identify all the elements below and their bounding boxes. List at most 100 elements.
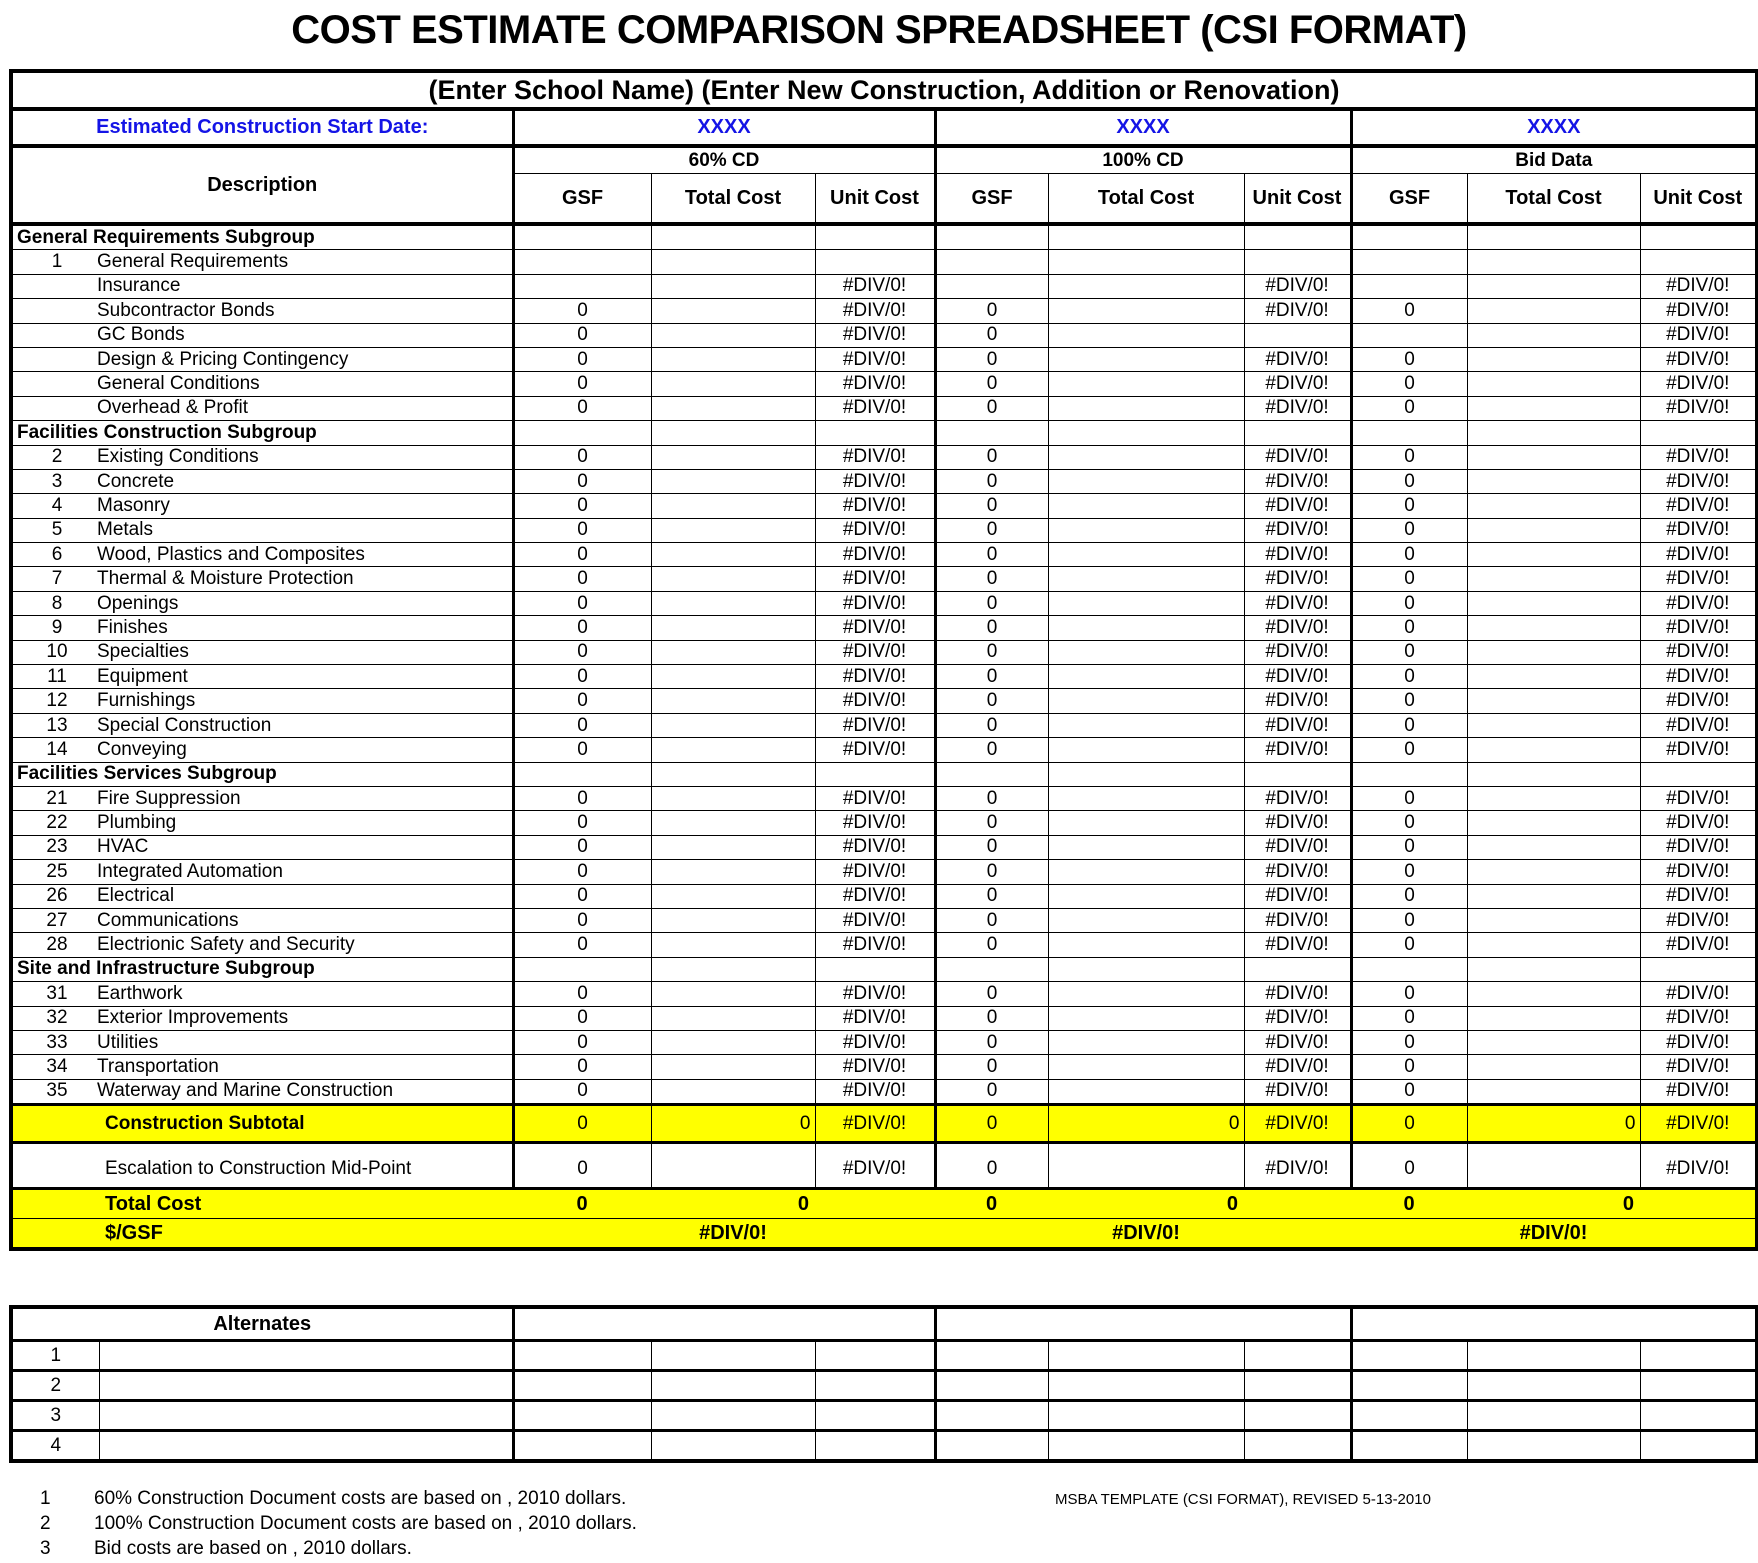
cell-total-cost-100cd[interactable]	[1047, 712, 1245, 739]
alternate-cell-unit-cost-bid[interactable]	[1639, 1400, 1758, 1432]
cell-unit-cost-bid[interactable]: #DIV/0!	[1639, 517, 1758, 544]
cell-unit-cost-60cd[interactable]: #DIV/0!	[814, 517, 937, 544]
empty-cell[interactable]	[1047, 761, 1245, 787]
start-date-bid[interactable]: XXXX	[1350, 108, 1758, 148]
empty-cell[interactable]	[1047, 956, 1245, 983]
empty-cell[interactable]	[814, 223, 937, 251]
cell-unit-cost-100cd[interactable]	[1243, 249, 1353, 275]
cell-gsf-100cd[interactable]: 0	[934, 932, 1049, 958]
cell-total-cost-100cd[interactable]: 0	[1047, 1103, 1245, 1145]
cell-total-cost-60cd[interactable]	[650, 371, 816, 397]
cell-gsf-bid[interactable]	[1350, 249, 1468, 275]
cell-unit-cost-100cd[interactable]: #DIV/0!	[1243, 615, 1353, 641]
cell-total-cost-60cd[interactable]	[650, 932, 816, 958]
cell-total-cost-100cd[interactable]	[1047, 1029, 1245, 1056]
cell-gsf-100cd[interactable]: 0	[934, 346, 1049, 373]
cell-gsf-60cd[interactable]: 0	[512, 810, 652, 836]
alternate-cell-gsf-100cd[interactable]	[934, 1430, 1049, 1463]
cell-total-cost-100cd[interactable]	[1047, 1142, 1245, 1190]
cell-unit-cost-100cd[interactable]: #DIV/0!	[1243, 907, 1353, 934]
cell-total-cost-100cd[interactable]	[1047, 688, 1245, 714]
cell-total-cost-bid[interactable]	[1466, 249, 1641, 275]
cell-total-cost-100cd[interactable]	[1047, 395, 1245, 422]
cell-total-cost-100cd[interactable]	[1047, 883, 1245, 909]
cell-total-cost-60cd[interactable]	[650, 810, 816, 836]
cell-unit-cost-60cd[interactable]: #DIV/0!	[814, 1142, 937, 1190]
cell-unit-cost-60cd[interactable]: #DIV/0!	[814, 883, 937, 909]
cell-gsf-60cd[interactable]: 0	[512, 322, 652, 348]
empty-cell[interactable]	[1047, 223, 1245, 251]
cell-unit-cost-bid[interactable]: #DIV/0!	[1639, 810, 1758, 836]
cell-total-cost-60cd[interactable]	[650, 859, 816, 885]
cell-unit-cost-bid[interactable]: #DIV/0!	[1639, 468, 1758, 495]
cell-gsf-bid[interactable]: 0	[1350, 468, 1468, 495]
cell-unit-cost-100cd[interactable]: #DIV/0!	[1243, 1142, 1353, 1190]
cell-unit-cost-bid[interactable]: #DIV/0!	[1639, 444, 1758, 470]
cell-gsf-100cd[interactable]: 0	[934, 664, 1049, 690]
cell-total-cost-100cd[interactable]	[1047, 444, 1245, 470]
cell-total-cost-bid[interactable]	[1466, 1054, 1641, 1080]
cell-unit-cost-100cd[interactable]: #DIV/0!	[1243, 1078, 1353, 1106]
empty-cell[interactable]	[512, 223, 652, 251]
cell-gsf-100cd[interactable]: 0	[934, 444, 1049, 470]
cell-total-cost-bid[interactable]	[1466, 810, 1641, 836]
cell-total-cost-bid[interactable]	[1466, 468, 1641, 495]
cell-gsf-bid[interactable]: 0	[1350, 639, 1468, 666]
cell-gsf-100cd[interactable]: 0	[934, 1029, 1049, 1056]
cell-gsf-bid[interactable]: 0	[1350, 346, 1468, 373]
cell-gsf-100cd[interactable]: 0	[934, 639, 1049, 666]
cell-gsf-100cd[interactable]: 0	[934, 981, 1049, 1007]
alternate-cell-total-cost-100cd[interactable]	[1047, 1340, 1245, 1372]
cell-total-cost-60cd[interactable]	[650, 444, 816, 470]
cell-unit-cost-bid[interactable]: #DIV/0!	[1639, 883, 1758, 909]
cell-unit-cost-bid[interactable]: #DIV/0!	[1639, 1103, 1758, 1145]
cell-total-cost-100cd[interactable]	[1047, 1054, 1245, 1080]
empty-cell[interactable]	[814, 420, 937, 446]
cell-total-cost-100cd[interactable]	[1047, 834, 1245, 861]
cell-gsf-100cd[interactable]: 0	[934, 1142, 1049, 1190]
cell-unit-cost-60cd[interactable]: #DIV/0!	[814, 981, 937, 1007]
cell-total-cost-100cd[interactable]	[1047, 468, 1245, 495]
cell-total-cost-bid[interactable]	[1466, 298, 1641, 324]
empty-cell[interactable]	[512, 761, 652, 787]
alternate-cell-unit-cost-bid[interactable]	[1639, 1370, 1758, 1402]
cell-unit-cost-bid[interactable]: #DIV/0!	[1639, 566, 1758, 592]
cell-unit-cost-60cd[interactable]: #DIV/0!	[814, 1078, 937, 1106]
cell-gsf-bid[interactable]: 0	[1350, 737, 1468, 763]
cell-gsf-bid[interactable]: 0	[1350, 493, 1468, 519]
cell-unit-cost-100cd[interactable]	[1243, 322, 1353, 348]
cell-gsf-60cd[interactable]: 0	[512, 566, 652, 592]
cell-total-cost-bid[interactable]	[1466, 346, 1641, 373]
cell-unit-cost-bid[interactable]: #DIV/0!	[1639, 981, 1758, 1007]
cell-unit-cost-bid[interactable]: #DIV/0!	[1639, 590, 1758, 617]
alternate-cell-gsf-bid[interactable]	[1350, 1400, 1468, 1432]
cell-total-cost-100cd[interactable]	[1047, 322, 1245, 348]
cell-total-cost-bid[interactable]	[1466, 859, 1641, 885]
cell-total-cost-bid[interactable]	[1466, 566, 1641, 592]
cell-unit-cost-bid[interactable]: #DIV/0!	[1639, 737, 1758, 763]
cell-unit-cost-100cd[interactable]: #DIV/0!	[1243, 1103, 1353, 1145]
cell-gsf-60cd[interactable]	[512, 273, 652, 300]
cell-gsf-100cd[interactable]: 0	[934, 712, 1049, 739]
cell-total-cost-100cd[interactable]	[1047, 785, 1245, 812]
cell-gsf-100cd[interactable]: 0	[934, 810, 1049, 836]
cell-gsf-bid[interactable]: 0	[1350, 1078, 1468, 1106]
empty-cell[interactable]	[934, 956, 1049, 983]
cell-total-cost-60cd[interactable]	[650, 493, 816, 519]
cell-unit-cost-100cd[interactable]: #DIV/0!	[1243, 834, 1353, 861]
alternate-cell-gsf-100cd[interactable]	[934, 1400, 1049, 1432]
cell-total-cost-100cd[interactable]	[1047, 907, 1245, 934]
alternate-cell-total-cost-60cd[interactable]	[650, 1370, 816, 1402]
cell-total-cost-100cd[interactable]	[1047, 615, 1245, 641]
cell-gsf-bid[interactable]: 0	[1350, 785, 1468, 812]
empty-cell[interactable]	[1639, 223, 1758, 251]
empty-cell[interactable]	[512, 956, 652, 983]
cell-gsf-60cd[interactable]: 0	[512, 834, 652, 861]
cell-unit-cost-100cd[interactable]: #DIV/0!	[1243, 688, 1353, 714]
cell-gsf-bid[interactable]: 0	[1350, 1054, 1468, 1080]
cell-total-cost-60cd[interactable]	[650, 346, 816, 373]
cell-unit-cost-60cd[interactable]: #DIV/0!	[814, 639, 937, 666]
cell-unit-cost-bid[interactable]: #DIV/0!	[1639, 712, 1758, 739]
alternate-cell-unit-cost-100cd[interactable]	[1243, 1370, 1353, 1402]
cell-unit-cost-bid[interactable]: #DIV/0!	[1639, 785, 1758, 812]
